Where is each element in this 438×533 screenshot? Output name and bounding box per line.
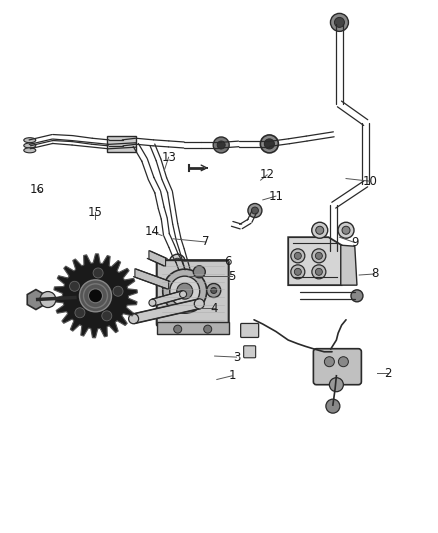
Circle shape bbox=[79, 280, 112, 312]
Circle shape bbox=[129, 314, 138, 324]
Ellipse shape bbox=[24, 148, 36, 153]
Text: 6: 6 bbox=[224, 255, 232, 268]
Circle shape bbox=[102, 311, 112, 321]
Circle shape bbox=[251, 207, 258, 214]
Circle shape bbox=[204, 325, 212, 333]
Circle shape bbox=[312, 249, 326, 263]
Text: 7: 7 bbox=[202, 236, 210, 248]
Polygon shape bbox=[134, 299, 199, 324]
Circle shape bbox=[75, 308, 85, 318]
Ellipse shape bbox=[24, 143, 36, 148]
Text: 1: 1 bbox=[228, 369, 236, 382]
Circle shape bbox=[211, 287, 217, 294]
Circle shape bbox=[217, 141, 225, 149]
Circle shape bbox=[312, 265, 326, 279]
FancyBboxPatch shape bbox=[157, 322, 229, 334]
Circle shape bbox=[315, 252, 322, 260]
Polygon shape bbox=[341, 245, 357, 285]
Polygon shape bbox=[288, 237, 342, 285]
FancyBboxPatch shape bbox=[244, 346, 256, 358]
Circle shape bbox=[335, 18, 344, 27]
Circle shape bbox=[149, 299, 156, 306]
Circle shape bbox=[248, 204, 262, 217]
Circle shape bbox=[88, 289, 102, 303]
Text: 2: 2 bbox=[384, 367, 392, 379]
Text: 3: 3 bbox=[233, 351, 240, 364]
Circle shape bbox=[173, 258, 181, 266]
Circle shape bbox=[330, 13, 349, 31]
Circle shape bbox=[163, 269, 207, 313]
Text: 14: 14 bbox=[145, 225, 160, 238]
Text: 4: 4 bbox=[211, 302, 219, 314]
Circle shape bbox=[329, 378, 343, 392]
Circle shape bbox=[342, 226, 350, 235]
Circle shape bbox=[316, 226, 324, 235]
Polygon shape bbox=[135, 269, 169, 289]
FancyBboxPatch shape bbox=[313, 349, 361, 385]
Circle shape bbox=[194, 299, 204, 309]
Text: 11: 11 bbox=[268, 190, 283, 203]
Text: 9: 9 bbox=[351, 236, 359, 249]
Circle shape bbox=[328, 246, 340, 257]
Circle shape bbox=[93, 268, 103, 278]
Text: 5: 5 bbox=[229, 270, 236, 282]
Circle shape bbox=[213, 137, 229, 153]
Circle shape bbox=[207, 284, 221, 297]
Text: 16: 16 bbox=[30, 183, 45, 196]
Circle shape bbox=[326, 399, 340, 413]
FancyBboxPatch shape bbox=[157, 260, 229, 326]
FancyBboxPatch shape bbox=[107, 136, 136, 152]
Circle shape bbox=[294, 252, 301, 260]
Circle shape bbox=[291, 249, 305, 263]
FancyBboxPatch shape bbox=[240, 324, 259, 337]
Text: 8: 8 bbox=[371, 268, 378, 280]
Polygon shape bbox=[149, 251, 166, 266]
Circle shape bbox=[315, 268, 322, 276]
Circle shape bbox=[113, 286, 123, 296]
Circle shape bbox=[260, 135, 279, 153]
Polygon shape bbox=[53, 254, 138, 338]
Circle shape bbox=[70, 281, 80, 291]
Circle shape bbox=[170, 280, 180, 290]
Circle shape bbox=[170, 254, 185, 270]
Ellipse shape bbox=[24, 138, 36, 143]
Circle shape bbox=[351, 290, 363, 302]
Circle shape bbox=[170, 288, 180, 298]
Circle shape bbox=[40, 292, 56, 308]
Text: 12: 12 bbox=[260, 168, 275, 181]
Circle shape bbox=[193, 266, 205, 278]
Circle shape bbox=[265, 139, 274, 149]
Polygon shape bbox=[152, 290, 183, 306]
Circle shape bbox=[291, 265, 305, 279]
Circle shape bbox=[174, 325, 182, 333]
Circle shape bbox=[180, 290, 187, 298]
Circle shape bbox=[177, 283, 193, 299]
Text: 15: 15 bbox=[88, 206, 103, 219]
Circle shape bbox=[325, 357, 334, 367]
Polygon shape bbox=[27, 289, 45, 310]
Text: 13: 13 bbox=[161, 151, 176, 164]
Circle shape bbox=[339, 357, 348, 367]
Circle shape bbox=[294, 268, 301, 276]
Circle shape bbox=[170, 276, 200, 306]
Text: 10: 10 bbox=[363, 175, 378, 188]
Circle shape bbox=[312, 222, 328, 238]
Circle shape bbox=[338, 222, 354, 238]
